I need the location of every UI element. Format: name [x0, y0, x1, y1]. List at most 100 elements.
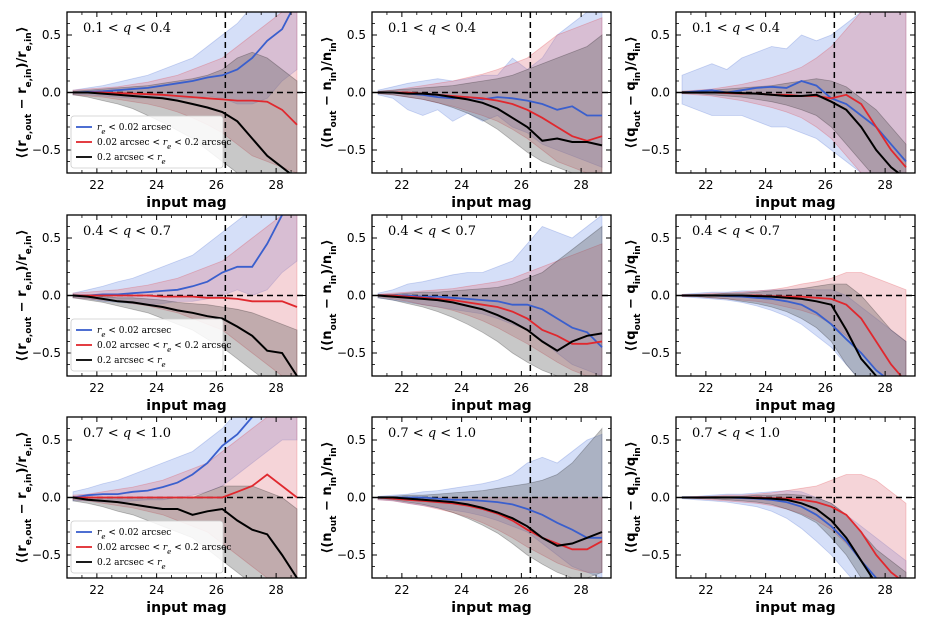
- y-tick-label: 0.0: [651, 86, 670, 100]
- x-tick-label: 26: [818, 583, 833, 597]
- uncertainty-band-1: [377, 433, 603, 578]
- x-tick-label: 28: [573, 178, 588, 192]
- x-tick-label: 22: [698, 381, 713, 395]
- x-tick-label: 24: [454, 583, 469, 597]
- x-tick-label: 28: [877, 178, 892, 192]
- y-axis-label: ⟨(re,out − re,in)/re,in⟩: [15, 229, 34, 361]
- x-tick-label: 24: [149, 178, 164, 192]
- y-tick-label: 0.0: [42, 86, 61, 100]
- uncertainty-band-3: [377, 34, 603, 173]
- panel-title: 0.4 < q < 0.7: [388, 224, 476, 239]
- series-line-1: [681, 80, 907, 163]
- x-tick-label: 28: [573, 381, 588, 395]
- panel-r0-c0: 22 24 26 28 −0.5 0.0 0.5 input mag ⟨(re,out − re…: [15, 11, 307, 211]
- uncertainty-band-3: [681, 493, 907, 578]
- series-line-2: [378, 294, 603, 345]
- legend-box: [70, 520, 224, 574]
- y-tick-label: −0.5: [641, 548, 670, 562]
- series-line-3: [73, 91, 292, 173]
- x-axis-label: input mag: [755, 195, 835, 211]
- x-tick-label: 26: [514, 583, 529, 597]
- uncertainty-band-2: [377, 17, 603, 173]
- plot-area: [676, 215, 915, 376]
- y-tick-label: −0.5: [32, 548, 61, 562]
- x-axis-label: input mag: [451, 398, 531, 414]
- legend-label: 0.2 arcsec < re: [97, 153, 166, 166]
- series-line-3: [682, 294, 878, 376]
- panel-title: 0.1 < q < 0.4: [83, 21, 171, 36]
- x-tick-label: 28: [268, 178, 283, 192]
- y-axis-label: ⟨(qout − qin)/qin⟩: [624, 36, 643, 148]
- x-tick-label: 26: [514, 178, 529, 192]
- uncertainty-band-2: [681, 272, 907, 376]
- plot-area: [676, 417, 915, 578]
- x-tick-label: 28: [877, 583, 892, 597]
- panel-r0-c2: 22 24 26 28 −0.5 0.0 0.5 input mag ⟨(qout − qin)…: [624, 11, 916, 211]
- y-tick-label: 0.0: [42, 289, 61, 303]
- panel-title: 0.7 < q < 1.0: [692, 426, 780, 441]
- y-tick-label: 0.5: [651, 28, 670, 42]
- x-tick-label: 28: [573, 583, 588, 597]
- series-line-1: [72, 12, 293, 94]
- legend-label: 0.02 arcsec < re < 0.2 arcsec: [97, 543, 231, 556]
- series-line-3: [377, 294, 603, 352]
- y-axis-label: ⟨(nout − nin)/nin⟩: [320, 239, 339, 351]
- y-tick-label: 0.5: [42, 433, 61, 447]
- x-tick-label: 22: [89, 583, 104, 597]
- x-tick-label: 22: [89, 178, 104, 192]
- y-tick-label: 0.5: [42, 231, 61, 245]
- x-tick-label: 28: [877, 381, 892, 395]
- panel-title: 0.1 < q < 0.4: [692, 21, 780, 36]
- y-tick-label: 0.0: [347, 86, 366, 100]
- uncertainty-band-3: [72, 293, 298, 376]
- x-tick-label: 24: [149, 381, 164, 395]
- series-line-2: [377, 496, 603, 551]
- x-tick-label: 24: [758, 381, 773, 395]
- x-tick-label: 24: [758, 178, 773, 192]
- panel-title: 0.4 < q < 0.7: [692, 224, 780, 239]
- legend-label: 0.2 arcsec < re: [97, 356, 166, 369]
- legend-label: re < 0.02 arcsec: [97, 123, 171, 136]
- x-tick-label: 22: [394, 178, 409, 192]
- panel-r1-c2: 22 24 26 28 −0.5 0.0 0.5 input mag ⟨(qout − qin)…: [624, 214, 916, 414]
- plot-area: [372, 215, 611, 376]
- series-line-1: [378, 496, 602, 539]
- x-tick-label: 26: [818, 178, 833, 192]
- panel-title: 0.7 < q < 1.0: [83, 426, 171, 441]
- panel-r0-c1: 22 24 26 28 −0.5 0.0 0.5 input mag ⟨(nout − nin)…: [320, 11, 612, 211]
- y-axis-label: ⟨(re,out − re,in)/re,in⟩: [15, 26, 34, 158]
- uncertainty-band-3: [681, 78, 907, 173]
- x-tick-label: 28: [268, 583, 283, 597]
- series-line-3: [72, 294, 298, 376]
- series-line-2: [73, 91, 298, 126]
- panel-r1-c0: 22 24 26 28 −0.5 0.0 0.5 input mag ⟨(re,out − re…: [15, 214, 307, 414]
- x-tick-label: 26: [514, 381, 529, 395]
- y-tick-label: −0.5: [32, 143, 61, 157]
- series-line-3: [682, 496, 874, 578]
- y-tick-label: 0.5: [651, 433, 670, 447]
- uncertainty-band-1: [681, 12, 907, 173]
- legend-label: re < 0.02 arcsec: [97, 528, 171, 541]
- x-tick-label: 22: [698, 583, 713, 597]
- legend: re < 0.02 arcsec 0.02 arcsec < re < 0.2 a…: [70, 115, 231, 169]
- x-tick-label: 24: [454, 381, 469, 395]
- panel-title: 0.1 < q < 0.4: [388, 21, 476, 36]
- y-tick-label: 0.0: [651, 289, 670, 303]
- uncertainty-band-1: [681, 490, 907, 578]
- y-tick-label: −0.5: [337, 143, 366, 157]
- x-tick-label: 24: [758, 583, 773, 597]
- x-tick-label: 26: [209, 178, 224, 192]
- y-tick-label: −0.5: [32, 346, 61, 360]
- x-tick-label: 28: [268, 381, 283, 395]
- plot-area: [67, 215, 306, 376]
- x-tick-label: 24: [149, 583, 164, 597]
- series-line-2: [73, 294, 298, 308]
- x-tick-label: 26: [818, 381, 833, 395]
- y-tick-label: 0.5: [347, 28, 366, 42]
- y-axis-label: ⟨(qout − qin)/qin⟩: [624, 239, 643, 351]
- uncertainty-band-1: [72, 417, 298, 503]
- y-axis-label: ⟨(nout − nin)/nin⟩: [320, 441, 339, 553]
- plot-area: [67, 12, 306, 173]
- x-tick-label: 22: [89, 381, 104, 395]
